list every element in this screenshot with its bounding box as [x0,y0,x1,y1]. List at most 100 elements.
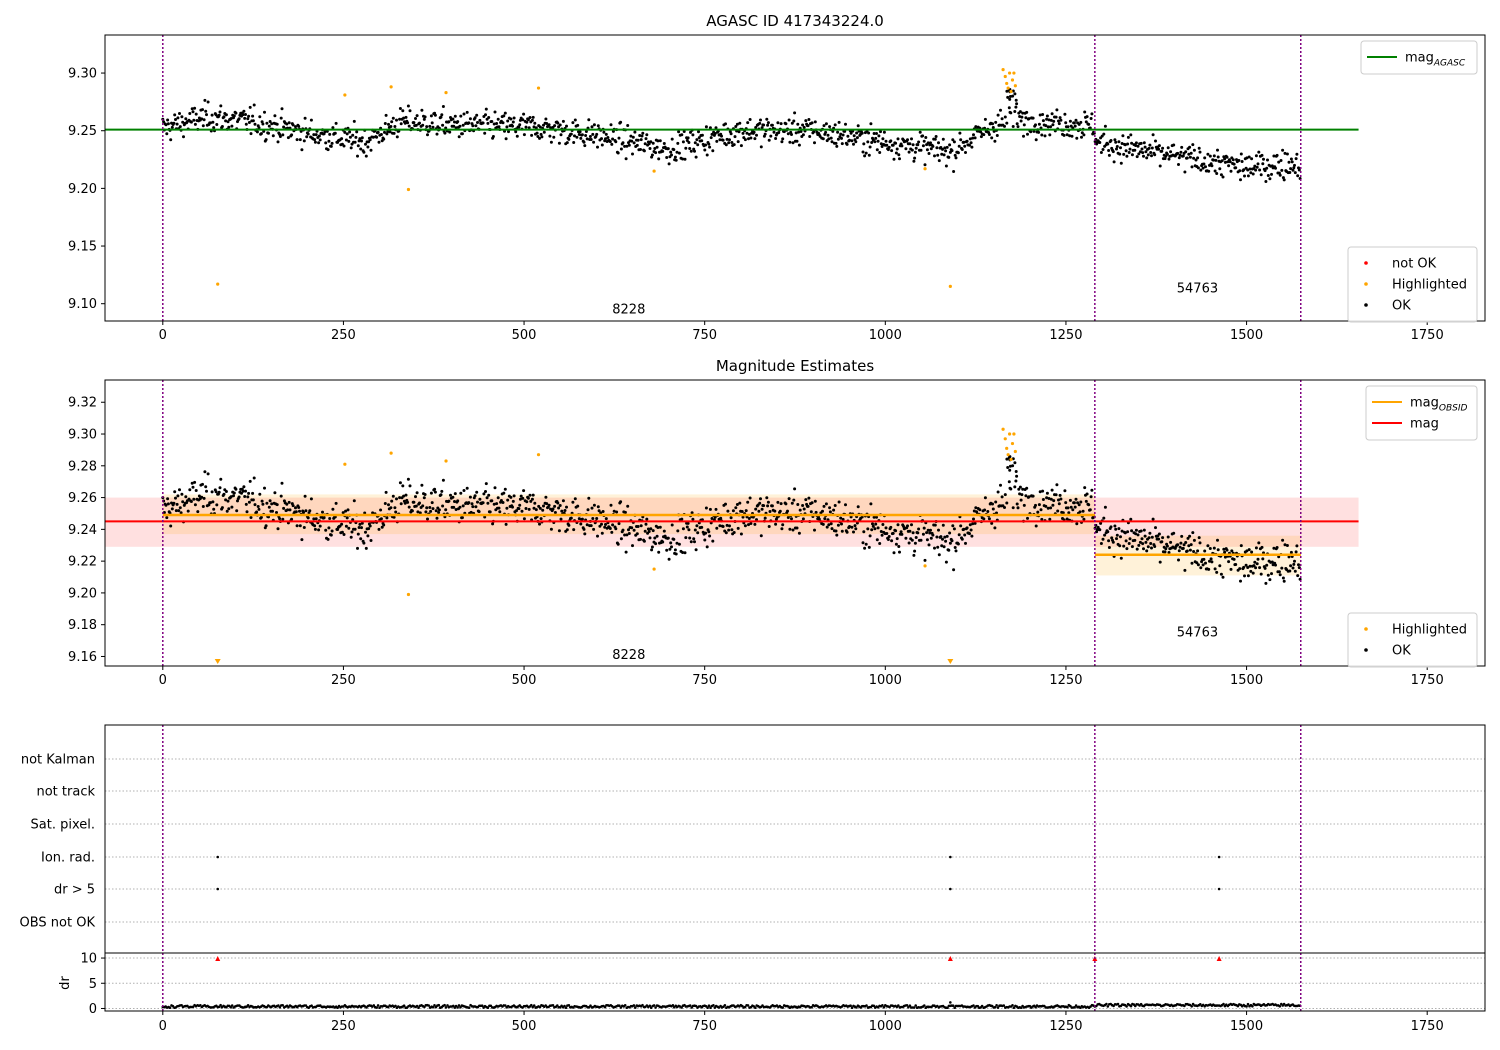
ok-point [1045,496,1049,500]
ok-point [1239,152,1243,156]
ok-point [626,504,630,508]
ok-point [393,506,397,510]
ok-point [791,141,795,145]
ok-point [963,144,967,148]
ok-point [1151,133,1155,137]
ok-point [175,502,179,506]
ok-point [864,542,868,546]
ok-point [963,533,967,537]
y-tick-label: 10 [80,952,97,967]
ok-point [180,115,184,119]
ok-point [181,500,185,504]
ok-point [869,502,873,506]
ok-point [173,113,177,117]
ok-point [834,141,838,145]
ok-point [1163,550,1167,554]
ok-point [360,521,364,525]
dr-point [457,1004,461,1007]
ok-point [1183,170,1187,174]
ok-point [1136,144,1140,148]
ok-point [241,113,245,117]
ok-point [1024,494,1028,498]
ok-point [414,117,417,120]
ok-point [377,140,381,144]
ok-point [956,542,960,546]
ok-point [1101,537,1105,541]
ok-point [674,158,678,162]
flag-row-label: Ion. rad. [41,851,95,866]
ok-point [267,131,270,135]
ok-point [964,541,967,545]
ok-point [923,558,927,562]
ok-point [766,500,770,504]
dr-point [754,1006,757,1009]
ok-point [774,522,778,526]
ok-point [1118,544,1122,548]
ok-point [759,497,762,501]
ok-point [1143,534,1147,538]
ok-point [768,510,772,513]
ok-point [681,551,685,554]
ok-point [1126,135,1130,139]
ok-point [835,144,839,148]
ok-point [1057,122,1061,126]
ok-point [643,142,647,146]
ok-point [979,130,983,134]
ok-point [1277,570,1281,574]
ok-point [242,485,246,489]
ok-point [833,123,837,127]
ok-point [837,500,841,504]
ok-point [248,105,252,109]
ok-point [738,121,742,125]
ok-point [964,151,967,154]
ok-point [742,136,746,140]
ok-point [312,517,316,521]
ok-point [1125,547,1129,551]
ok-point [898,550,901,554]
ok-point [825,525,829,529]
ok-point [725,523,729,527]
ok-point [478,118,482,122]
ok-point [871,524,875,528]
ok-point [732,531,736,534]
ok-point [1144,150,1148,154]
ok-point [1238,169,1242,173]
ok-point [569,132,573,136]
flag-marker [949,855,952,859]
ok-point [1190,165,1194,169]
ok-point [234,111,238,115]
ok-point [752,130,756,134]
ok-point [748,118,752,121]
ok-point [530,118,534,122]
ok-point [592,123,596,127]
ok-point [240,491,243,495]
ok-point [524,125,528,129]
ok-point [1120,142,1124,145]
ok-point [623,510,627,514]
ok-point [389,125,393,128]
legend-label: Highlighted [1392,278,1467,293]
ok-point [882,130,886,134]
ok-point [973,136,977,140]
ok-point [759,534,763,538]
ok-point [795,526,799,530]
ok-point [544,117,548,121]
ok-point [735,122,739,126]
ok-point [348,130,352,134]
axes-frame [104,34,1486,322]
ok-point [300,538,304,542]
ok-point [763,516,767,520]
ok-point [1039,508,1043,512]
ok-point [836,523,840,527]
ok-point [189,500,193,503]
ok-point [331,507,335,511]
ok-point [462,112,466,116]
ok-point [941,523,945,527]
dr-point [530,1003,533,1007]
ok-point [687,141,691,144]
ok-point [295,524,299,528]
dr-axis-label: dr [58,976,73,990]
ok-point [1153,153,1157,157]
ok-point [403,501,407,505]
ok-point [249,516,253,519]
